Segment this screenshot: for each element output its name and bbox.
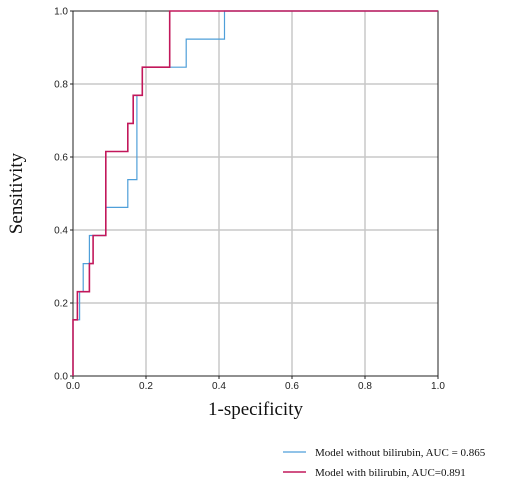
series-lines <box>72 10 438 376</box>
x-tick-label: 0.4 <box>212 381 226 392</box>
y-tick-label: 0.2 <box>54 299 68 310</box>
series-line-without-bilirubin <box>72 10 438 376</box>
y-tick-label: 0.4 <box>54 226 68 237</box>
y-tick-label: 0.0 <box>54 372 68 383</box>
x-axis-title: 1-specificity <box>208 399 303 420</box>
y-tick-label: 0.8 <box>54 80 68 91</box>
y-tick-label: 0.6 <box>54 153 68 164</box>
x-tick-label: 1.0 <box>431 381 445 392</box>
x-tick-label: 0.2 <box>139 381 153 392</box>
axis-ticks: 0.0 0.2 0.4 0.6 0.8 1.0 0.0 0.2 0.4 0.6 0.8 1.0 <box>54 7 445 393</box>
x-tick-label: 0.8 <box>358 381 372 392</box>
grid <box>73 11 438 376</box>
series-line-with-bilirubin <box>72 10 438 376</box>
x-tick-label: 0.0 <box>66 381 80 392</box>
legend: Model without bilirubin, AUC = 0.865 Mod… <box>283 447 486 479</box>
legend-label-with-bilirubin: Model with bilirubin, AUC=0.891 <box>315 467 466 479</box>
y-axis-title: Sensitivity <box>6 152 27 234</box>
legend-label-without-bilirubin: Model without bilirubin, AUC = 0.865 <box>315 447 486 459</box>
y-tick-label: 1.0 <box>54 7 68 18</box>
x-tick-label: 0.6 <box>285 381 299 392</box>
